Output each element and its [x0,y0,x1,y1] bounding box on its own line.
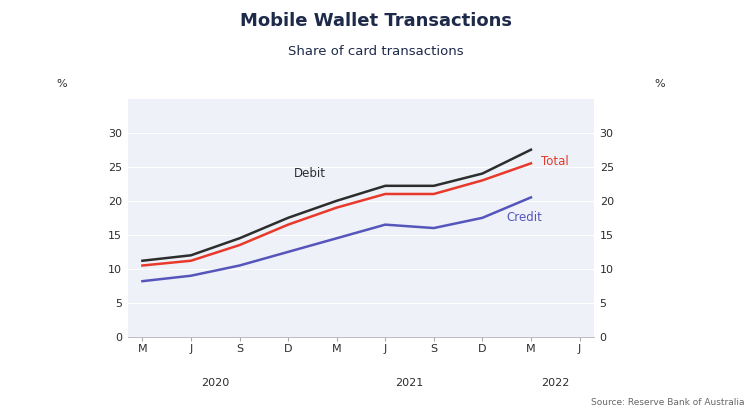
Text: Credit: Credit [507,211,542,224]
Text: Debit: Debit [294,167,326,180]
Text: %: % [56,79,67,89]
Text: 2020: 2020 [201,378,229,388]
Text: %: % [655,79,666,89]
Text: 2021: 2021 [396,378,423,388]
Text: Mobile Wallet Transactions: Mobile Wallet Transactions [240,12,512,30]
Text: 2022: 2022 [541,378,569,388]
Text: Source: Reserve Bank of Australia: Source: Reserve Bank of Australia [591,398,744,407]
Text: Total: Total [541,155,569,168]
Text: Share of card transactions: Share of card transactions [288,45,464,58]
